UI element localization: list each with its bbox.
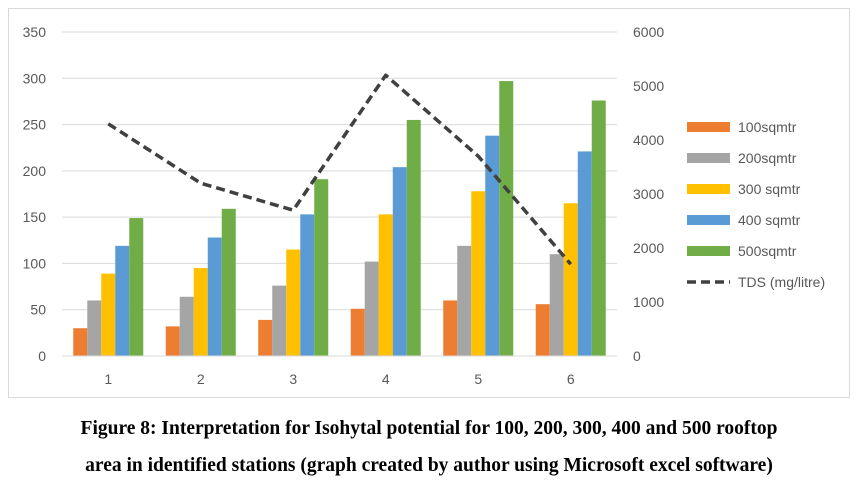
- combo-chart: 0 50 100 150 200 250 300 350 0 1000 2000 3000 4000 50…: [23, 24, 825, 387]
- y2-tick-label: 2000: [633, 240, 664, 256]
- y-tick-label: 300: [23, 70, 47, 86]
- tds-line: [107, 73, 573, 266]
- bar: [193, 268, 208, 356]
- bar: [406, 119, 421, 356]
- bar: [457, 245, 472, 356]
- bar: [101, 273, 116, 356]
- x-tick-label: 1: [104, 371, 112, 387]
- bar: [286, 249, 301, 356]
- y2-tick-label: 4000: [633, 132, 664, 148]
- x-tick-label: 4: [382, 371, 390, 387]
- y2-tick-label: 3000: [633, 186, 664, 202]
- y2-tick-label: 6000: [633, 24, 664, 40]
- bar: [364, 261, 379, 356]
- bar: [179, 296, 194, 356]
- caption-line-1: Figure 8: Interpretation for Isohytal po…: [80, 418, 778, 439]
- legend-swatch: [687, 153, 730, 163]
- legend-label: 500sqmtr: [738, 243, 797, 259]
- y2-tick-label: 5000: [633, 78, 664, 94]
- legend-swatch: [687, 184, 730, 194]
- bar: [73, 328, 88, 356]
- bar: [207, 237, 222, 356]
- bar: [221, 208, 236, 356]
- x-tick-label: 6: [567, 371, 575, 387]
- y-tick-label: 350: [23, 24, 47, 40]
- bar: [350, 308, 365, 356]
- legend-label: 200sqmtr: [738, 150, 797, 166]
- y-tick-label: 0: [38, 348, 46, 364]
- bar: [535, 304, 550, 356]
- bar: [549, 254, 564, 356]
- bar: [115, 245, 130, 356]
- bar: [443, 300, 458, 356]
- bar: [563, 203, 578, 356]
- bar: [577, 151, 592, 356]
- chart-area: 0 50 100 150 200 250 300 350 0 1000 2000 3000 4000 50…: [8, 8, 850, 398]
- bar: [258, 319, 273, 356]
- figure-caption: Figure 8: Interpretation for Isohytal po…: [0, 410, 858, 484]
- legend-swatch: [687, 122, 730, 132]
- y-tick-label: 150: [23, 209, 47, 225]
- x-tick-label: 3: [289, 371, 297, 387]
- bar: [129, 218, 144, 356]
- y-tick-label: 200: [23, 163, 47, 179]
- bar: [378, 214, 393, 356]
- y-tick-label: 50: [30, 302, 46, 318]
- legend-swatch: [687, 246, 730, 256]
- bar: [392, 167, 407, 356]
- legend-label: 100sqmtr: [738, 119, 797, 135]
- bar: [165, 326, 180, 356]
- bar: [471, 191, 486, 356]
- bar: [272, 285, 287, 356]
- y-tick-label: 250: [23, 117, 47, 133]
- y-tick-label: 100: [23, 255, 47, 271]
- bar: [314, 179, 329, 356]
- bar: [300, 214, 315, 356]
- y2-tick-label: 1000: [633, 294, 664, 310]
- y2-tick-label: 0: [633, 348, 641, 364]
- x-tick-label: 2: [197, 371, 205, 387]
- caption-line-2: area in identified stations (graph creat…: [85, 455, 773, 476]
- legend-label: 400 sqmtr: [738, 212, 801, 228]
- legend-label: TDS (mg/litre): [738, 274, 825, 290]
- bar: [485, 135, 500, 356]
- legend-label: 300 sqmtr: [738, 181, 801, 197]
- legend-swatch: [687, 215, 730, 225]
- bar: [591, 100, 606, 356]
- bar: [499, 81, 514, 356]
- x-tick-label: 5: [474, 371, 482, 387]
- bar: [87, 300, 102, 356]
